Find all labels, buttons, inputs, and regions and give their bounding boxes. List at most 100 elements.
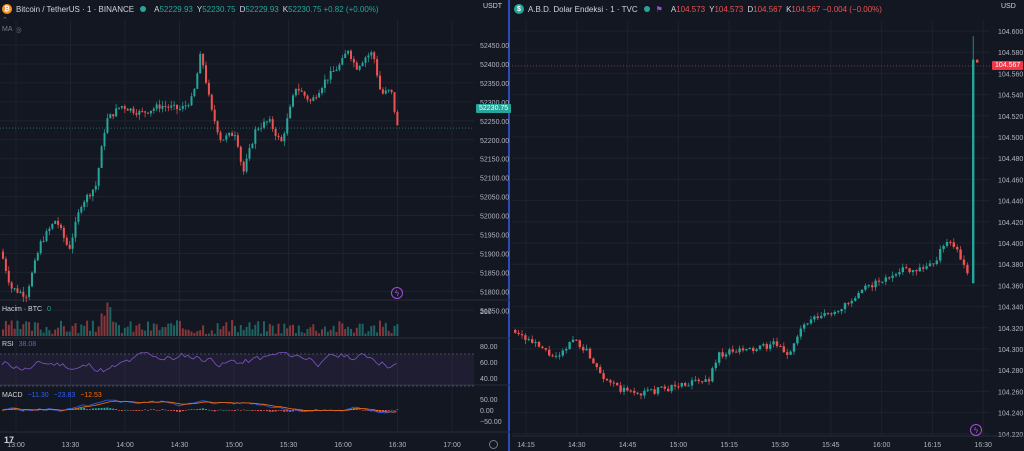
lightning-icon[interactable]: ϟ <box>970 424 982 436</box>
volume-bar <box>196 331 199 336</box>
dxy-candle <box>762 344 765 346</box>
dxy-candle <box>687 385 690 387</box>
dxy-chart-canvas[interactable]: 104.600 104.580 104.560 104.540 104.520 104.5… <box>512 0 1024 451</box>
btc-candle <box>358 65 361 70</box>
dxy-currency-button[interactable]: USD <box>998 2 1019 11</box>
btc-price-tick: 51850.00 <box>480 270 509 277</box>
btc-candle <box>83 202 86 208</box>
btc-open-value: 52229.93 <box>159 4 193 14</box>
btc-candle <box>74 221 77 238</box>
dxy-candle <box>660 386 663 388</box>
lightning-icon[interactable]: ϟ <box>391 287 403 299</box>
macd-histogram-bar <box>265 410 268 412</box>
dxy-symbol-title[interactable]: A.B.D. Dolar Endeksi · 1 · TVC <box>528 4 638 14</box>
volume-bar <box>170 323 173 336</box>
volume-bar <box>149 330 152 336</box>
volume-bar <box>306 328 309 336</box>
rsi-tick: 80.00 <box>480 344 498 351</box>
btc-candle <box>91 189 94 197</box>
volume-bar <box>109 307 112 336</box>
btc-candle <box>260 127 263 129</box>
macd-histogram-bar <box>263 410 265 411</box>
dxy-candle <box>643 390 646 396</box>
collapse-chevron-icon[interactable]: ⌃ <box>2 17 8 24</box>
btc-symbol-title[interactable]: Bitcoin / TetherUS · 1 · BINANCE <box>16 4 135 14</box>
btc-candle <box>236 135 239 147</box>
dxy-chart-pane[interactable]: $ A.B.D. Dolar Endeksi · 1 · TVC ⚑ A 104.… <box>512 0 1024 451</box>
dxy-candle <box>520 334 524 336</box>
ma-label[interactable]: MA <box>2 26 13 33</box>
dxy-candle <box>854 298 857 301</box>
volume-bar <box>364 333 367 336</box>
btc-candle <box>42 241 45 243</box>
volume-bar <box>60 320 62 336</box>
macd-histogram-bar <box>161 409 164 410</box>
market-open-dot-icon <box>140 6 147 12</box>
dxy-candle <box>823 313 826 316</box>
dxy-candle <box>595 363 598 368</box>
btc-candle <box>135 113 138 115</box>
volume-bar <box>13 328 16 336</box>
btc-candle <box>149 110 152 114</box>
dxy-candle <box>667 388 670 392</box>
btc-candle <box>283 133 286 142</box>
macd-histogram-bar <box>384 410 387 412</box>
btc-chart-canvas[interactable]: 52450.00 52400.00 52350.00 52300.00 52250.00… <box>0 0 510 451</box>
volume-bar <box>152 323 155 336</box>
dxy-candle <box>816 316 819 319</box>
btc-candle <box>373 52 376 60</box>
dxy-time-tick: 15:00 <box>670 442 688 449</box>
dxy-candle <box>945 242 949 246</box>
dxy-candle <box>646 389 649 391</box>
btc-candle <box>138 110 141 115</box>
dxy-candle <box>820 315 823 319</box>
eye-icon[interactable]: ◎ <box>15 27 22 34</box>
volume-bar <box>103 315 106 336</box>
flag-icon[interactable]: ⚑ <box>655 4 663 14</box>
macd-value-1: −11.30 <box>27 392 49 399</box>
dxy-candle <box>956 246 959 250</box>
btc-close-value: 52230.75 <box>288 4 322 14</box>
volume-bar <box>326 331 329 336</box>
btc-candle <box>167 106 170 108</box>
volume-bar <box>68 331 71 336</box>
tradingview-logo[interactable]: 17 <box>4 435 15 445</box>
btc-candle <box>10 282 13 289</box>
dxy-candle <box>656 387 660 394</box>
macd-histogram-bar <box>152 409 155 410</box>
volume-bar <box>239 324 242 336</box>
macd-histogram-bar <box>234 410 236 411</box>
dxy-time-tick: 15:15 <box>720 442 738 449</box>
volume-bar <box>31 330 33 336</box>
btc-candle <box>303 91 306 96</box>
dxy-candle <box>721 352 724 357</box>
btc-candle <box>129 108 132 111</box>
macd-histogram-bar <box>187 409 190 411</box>
btc-chart-pane[interactable]: ₿ Bitcoin / TetherUS · 1 · BINANCE A 5222… <box>0 0 512 451</box>
btc-candle <box>254 129 257 144</box>
volume-bar <box>350 328 352 336</box>
macd-histogram-bar <box>219 409 222 411</box>
dxy-price-tick: 104.240 <box>998 411 1023 418</box>
volume-bar <box>367 331 370 336</box>
dxy-candle <box>735 351 738 353</box>
volume-bar <box>341 323 344 336</box>
btc-candle <box>39 241 42 254</box>
dxy-candle <box>833 311 836 314</box>
btc-currency-button[interactable]: USDT <box>480 2 506 11</box>
volume-bar <box>393 325 396 336</box>
macd-label[interactable]: MACD <box>2 392 23 399</box>
rsi-label[interactable]: RSI <box>2 341 14 348</box>
btc-candle <box>112 114 115 117</box>
volume-bar <box>173 325 176 336</box>
dxy-candle <box>738 348 741 353</box>
settings-gear-icon[interactable] <box>489 440 498 449</box>
btc-price-tick: 52400.00 <box>480 62 509 69</box>
volume-label[interactable]: Hacim · BTC <box>2 306 43 313</box>
dxy-candle <box>972 59 975 284</box>
btc-candle <box>338 64 341 70</box>
btc-price-tick: 52300.00 <box>480 100 509 107</box>
dxy-candle <box>561 350 564 356</box>
dxy-candle <box>891 275 894 278</box>
volume-bar <box>28 321 31 336</box>
